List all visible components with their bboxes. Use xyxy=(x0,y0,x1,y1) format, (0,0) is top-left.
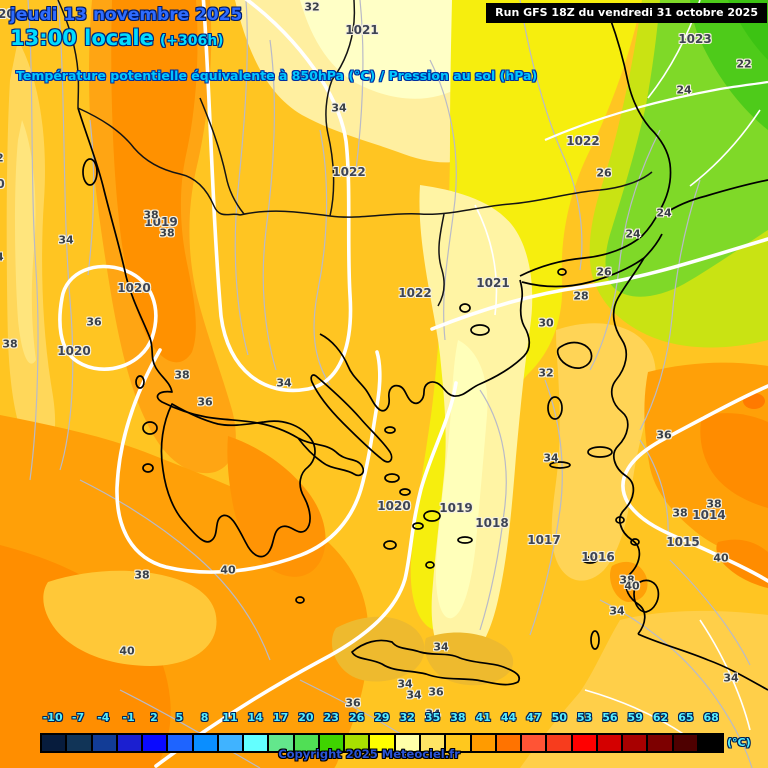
scale-value: 35 xyxy=(424,711,441,724)
map-parameter-title: Température potentielle équivalente à 85… xyxy=(16,68,538,83)
scale-cell xyxy=(117,735,144,751)
scale-value: 23 xyxy=(323,711,339,724)
scale-value: 41 xyxy=(475,711,491,724)
scale-cell xyxy=(143,735,169,751)
scale-value: 29 xyxy=(374,711,390,724)
scale-value: 59 xyxy=(627,711,643,724)
scale-value: -7 xyxy=(71,711,85,724)
scale-cell xyxy=(193,735,219,751)
isobar-lines xyxy=(58,0,768,768)
forecast-time-text: 13:00 locale xyxy=(10,26,154,50)
scale-cell xyxy=(547,735,573,751)
scale-value: 53 xyxy=(576,711,593,724)
scale-cell xyxy=(319,735,346,751)
scale-cell xyxy=(572,735,598,751)
scale-value: -4 xyxy=(97,711,110,724)
scale-value: 38 xyxy=(450,711,466,724)
country-borders xyxy=(57,0,653,307)
scale-cell xyxy=(67,735,93,751)
scale-value: 68 xyxy=(703,711,719,724)
scale-value: -10 xyxy=(42,711,63,724)
scale-cell xyxy=(420,735,447,751)
scale-cell xyxy=(218,735,245,751)
scale-cell xyxy=(522,735,548,751)
forecast-offset: (+306h) xyxy=(159,33,224,49)
copyright-text: Copyright 2025 Meteociel.fr xyxy=(278,747,460,761)
scale-values: -10 -7 -4 -1 2 5 8 11 14 17 20 23 26 29 32 35 38 41 44 47 50… xyxy=(40,711,724,726)
scale-value: 62 xyxy=(652,711,669,724)
scale-cell xyxy=(42,735,68,751)
scale-value: 50 xyxy=(551,711,567,724)
forecast-time: 13:00 locale (+306h) xyxy=(10,26,224,50)
scale-value: 2 xyxy=(150,711,158,724)
scale-cell xyxy=(244,735,270,751)
scale-value: 56 xyxy=(602,711,618,724)
scale-cell xyxy=(648,735,674,751)
scale-value: 47 xyxy=(526,711,542,724)
scale-value: 65 xyxy=(678,711,694,724)
scale-cell xyxy=(92,735,118,751)
scale-cell xyxy=(345,735,371,751)
scale-cell xyxy=(698,735,723,751)
gray-contour-lines xyxy=(27,0,753,768)
scale-cell xyxy=(673,735,699,751)
scale-value: -1 xyxy=(122,711,135,724)
scale-bar xyxy=(40,733,724,753)
model-run-info: Run GFS 18Z du vendredi 31 octobre 2025 xyxy=(486,3,767,23)
forecast-date: jeudi 13 novembre 2025 xyxy=(10,5,243,25)
scale-value: 5 xyxy=(175,711,184,724)
scale-value: 26 xyxy=(348,711,365,724)
scale-cell xyxy=(496,735,523,751)
scale-value: 44 xyxy=(500,711,517,724)
scale-value: 17 xyxy=(272,711,289,724)
scale-cell xyxy=(623,735,649,751)
scale-value: 20 xyxy=(298,711,314,724)
scale-unit-label: (°C) xyxy=(727,736,751,749)
scale-value: 8 xyxy=(200,711,209,724)
scale-cell xyxy=(395,735,421,751)
scale-cell xyxy=(471,735,497,751)
scale-value: 14 xyxy=(247,711,263,724)
scale-cell xyxy=(294,735,320,751)
scale-value: 32 xyxy=(399,711,415,724)
thin-white-contours xyxy=(474,0,768,736)
scale-cell xyxy=(168,735,194,751)
scale-cell xyxy=(269,735,295,751)
scale-cell xyxy=(597,735,624,751)
scale-cell xyxy=(446,735,472,751)
scale-cell xyxy=(370,735,396,751)
coastlines xyxy=(77,17,768,691)
scale-value: 11 xyxy=(222,711,238,724)
